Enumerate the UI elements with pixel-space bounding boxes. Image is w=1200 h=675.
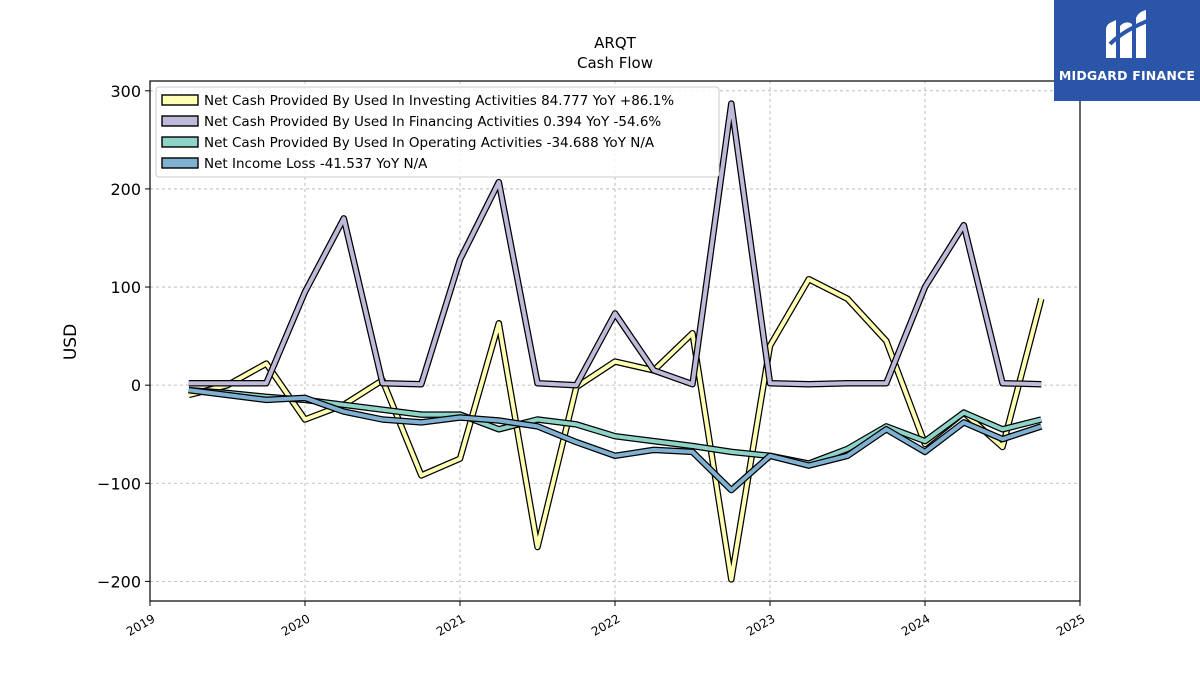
chart-subtitle: Cash Flow [577,54,653,72]
axes: 2019 2020 2021 2022 2023 2024 2025 −200 −100 0 100… [97,82,1087,639]
legend-swatch [161,157,199,169]
series-line-net-income-loss [188,388,1042,493]
y-tick-label: −200 [97,572,141,591]
legend-entry: Net Cash Provided By Used In Investing A… [204,93,674,109]
series-line-net-cash-provided-by-used-in-operating-activities [188,388,1042,466]
x-tick-label: 2025 [1054,611,1087,638]
legend-box [155,86,720,178]
legend-entry: Net Income Loss -41.537 YoY N/A [204,156,428,172]
y-axis-label: USD [61,324,81,360]
legend: Net Cash Provided By Used In Investing A… [155,86,720,178]
x-tick-label: 2024 [899,611,932,638]
y-tick-label: −100 [97,474,141,493]
x-tick-label: 2022 [589,611,622,638]
x-tick-label: 2023 [744,611,777,638]
brand-name: MIDGARD FINANCE [1058,68,1196,83]
y-tick-label: 200 [110,180,141,199]
x-tick-label: 2019 [124,611,157,638]
x-tick-label: 2021 [434,611,467,638]
y-tick-label: 100 [110,278,141,297]
brand-mark-icon [1106,10,1151,58]
chart-title: ARQT [594,34,636,52]
legend-swatch [161,115,199,127]
legend-swatch [161,136,199,148]
brand-logo: MIDGARD FINANCE [1054,0,1200,101]
x-tick-label: 2020 [279,611,312,638]
y-tick-label: 0 [131,376,141,395]
legend-entry: Net Cash Provided By Used In Operating A… [204,135,655,151]
legend-entry: Net Cash Provided By Used In Financing A… [204,114,661,130]
series-line-net-cash-provided-by-used-in-financing-activities [188,101,1042,388]
legend-swatch [161,94,199,106]
series-layer [188,100,1045,583]
y-tick-label: 300 [110,82,141,101]
